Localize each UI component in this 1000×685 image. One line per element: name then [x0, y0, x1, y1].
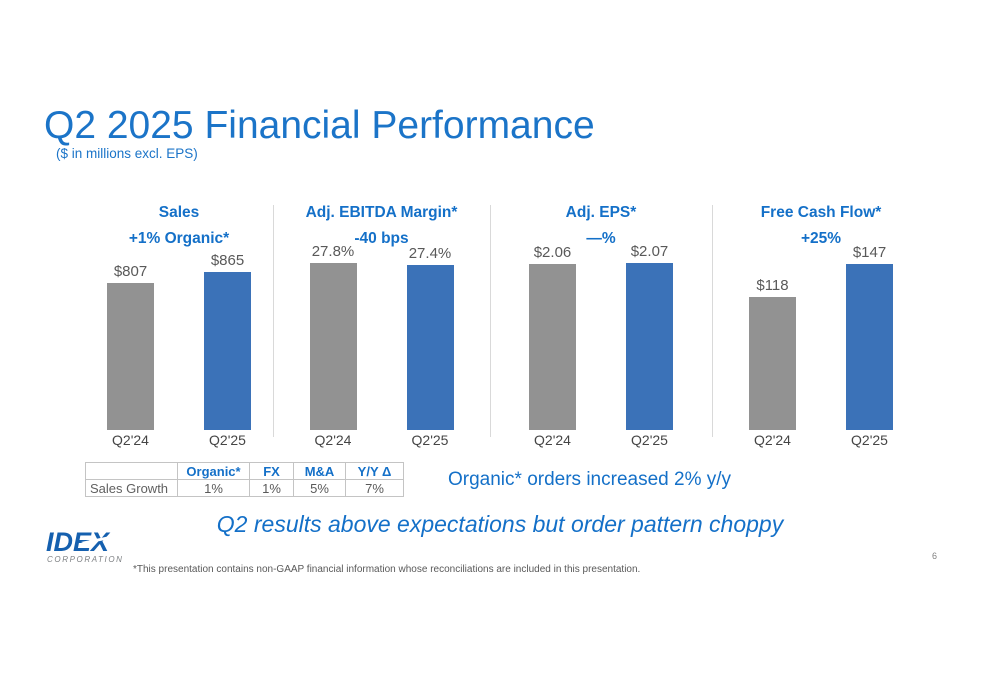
idex-logo-icon: IDEX CORPORATION: [46, 527, 124, 564]
bar-q225: [204, 272, 251, 430]
chart-title: Adj. EBITDA Margin*: [305, 204, 458, 221]
bar-value-label: $118: [756, 276, 789, 294]
bar-value-label: 27.4%: [408, 245, 452, 263]
bar-q224: [749, 296, 796, 430]
bar-value-label: $807: [113, 262, 148, 280]
chart-panel-sales: Sales +1% Organic* $807 $865 Q2'24 Q2'25: [85, 200, 273, 450]
bar-group: $2.06: [529, 244, 576, 430]
category-label: Q2'24: [534, 432, 571, 448]
page-number: 6: [932, 551, 938, 561]
category-label: Q2'24: [314, 432, 352, 448]
bar-chart: $2.06 $2.07: [490, 243, 712, 430]
bar-group: $118: [749, 277, 796, 430]
bar-q224: [309, 263, 357, 430]
bar-group: $807: [107, 263, 154, 430]
bar-value-label: 27.8%: [311, 243, 355, 260]
table-header-row: Organic* FX M&A Y/Y Δ: [85, 462, 404, 480]
svg-text:CORPORATION: CORPORATION: [47, 555, 124, 564]
bar-q224: [107, 282, 154, 430]
bar-group: $865: [204, 252, 251, 430]
chart-subtitle: —%: [586, 230, 616, 247]
bar-value-label: $2.07: [630, 243, 669, 260]
category-label: Q2'25: [851, 432, 888, 448]
chart-subtitle: -40 bps: [354, 230, 409, 247]
sales-growth-table: Organic* FX M&A Y/Y Δ Sales Growth 1% 1%…: [85, 462, 404, 497]
bar-value-label: $2.06: [533, 243, 572, 261]
chart-subtitle: +25%: [800, 230, 842, 247]
bar-value-label: $147: [852, 244, 887, 261]
category-label: Q2'25: [411, 432, 449, 448]
category-label: Q2'25: [631, 432, 668, 448]
bar-group: 27.4%: [406, 245, 454, 430]
category-labels: Q2'24 Q2'25: [712, 432, 930, 448]
page-subtitle: ($ in millions excl. EPS): [56, 146, 198, 161]
category-label: Q2'24: [754, 432, 791, 448]
bar-q224: [529, 263, 576, 430]
footnote: *This presentation contains non-GAAP fin…: [133, 564, 641, 575]
panel-divider: [490, 205, 491, 437]
idex-logo: IDEX CORPORATION: [45, 527, 145, 572]
category-label: Q2'24: [112, 432, 149, 448]
bar-group: $2.07: [626, 243, 673, 430]
category-labels: Q2'24 Q2'25: [85, 432, 273, 448]
chart-subtitle: +1% Organic*: [128, 230, 230, 247]
chart-title: Sales: [158, 204, 200, 221]
svg-text:IDEX: IDEX: [46, 527, 111, 557]
page-title: Q2 2025 Financial Performance: [44, 104, 595, 147]
chart-panels: Sales +1% Organic* $807 $865 Q2'24 Q2'25…: [85, 200, 930, 450]
table-cell: 1%: [249, 479, 294, 497]
summary-statement: Q2 results above expectations but order …: [216, 511, 784, 537]
chart-title: Adj. EPS*: [565, 204, 637, 221]
panel-divider: [273, 205, 274, 437]
category-label: Q2'25: [209, 432, 246, 448]
chart-panel-eps: Adj. EPS* —% $2.06 $2.07 Q2'24 Q2'25: [490, 200, 712, 450]
bar-chart: 27.8% 27.4%: [273, 243, 490, 430]
bar-q225: [406, 265, 454, 430]
bar-q225: [846, 264, 893, 430]
panel-divider: [712, 205, 713, 437]
bar-group: $147: [846, 244, 893, 430]
table-header-cell: FX: [249, 462, 294, 480]
table-row: Sales Growth 1% 1% 5% 7%: [85, 479, 404, 497]
chart-panel-free-cash-flow: Free Cash Flow* +25% $118 $147 Q2'24 Q2'…: [712, 200, 930, 450]
category-labels: Q2'24 Q2'25: [273, 432, 490, 448]
category-labels: Q2'24 Q2'25: [490, 432, 712, 448]
table-header-cell: Organic*: [177, 462, 250, 480]
table-cell: Sales Growth: [85, 479, 178, 497]
table-cell: 1%: [177, 479, 250, 497]
bar-value-label: $865: [210, 252, 245, 269]
table-header-cell: Y/Y Δ: [345, 462, 404, 480]
orders-note: Organic* orders increased 2% y/y: [448, 469, 732, 490]
bar-chart: $807 $865: [85, 248, 273, 430]
chart-panel-ebitda-margin: Adj. EBITDA Margin* -40 bps 27.8% 27.4% …: [273, 200, 490, 450]
chart-title: Free Cash Flow*: [760, 204, 882, 221]
table-cell: 7%: [345, 479, 404, 497]
table-header-cell: M&A: [293, 462, 346, 480]
bar-group: 27.8%: [309, 243, 357, 430]
bar-chart: $118 $147: [712, 244, 930, 430]
table-header-cell: [85, 462, 178, 480]
bar-q225: [626, 263, 673, 430]
table-cell: 5%: [293, 479, 346, 497]
